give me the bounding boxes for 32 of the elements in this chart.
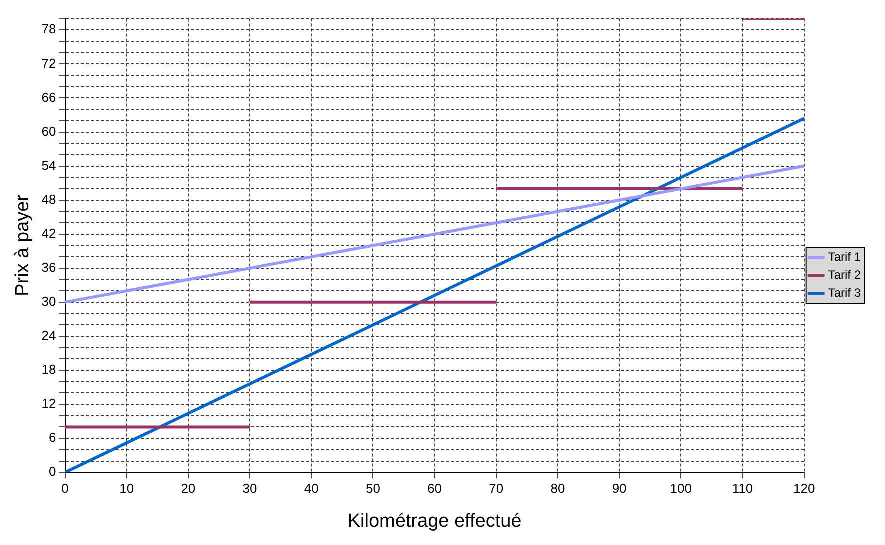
y-tick-label: 24: [42, 328, 56, 344]
y-tick-label: 48: [42, 192, 56, 207]
y-tick-label: 66: [42, 90, 56, 105]
y-tick-label: 12: [42, 396, 56, 412]
y-tick-label: 18: [42, 362, 56, 378]
y-tick-label: 0: [49, 464, 56, 480]
x-tick-label: 0: [62, 480, 69, 496]
y-tick-label: 60: [42, 124, 56, 139]
y-tick-label: 42: [42, 226, 56, 241]
y-tick-label: 72: [42, 56, 56, 71]
x-tick-label: 50: [366, 480, 380, 496]
x-tick-label: 90: [612, 480, 627, 496]
x-tick-label: 10: [120, 480, 134, 496]
x-axis-title: Kilométrage effectué: [348, 510, 522, 532]
y-tick-label: 78: [42, 22, 56, 37]
x-tick-label: 80: [550, 480, 566, 496]
y-tick-label: 30: [42, 294, 56, 310]
y-axis-title: Prix à payer: [12, 194, 34, 296]
legend-label: Tarif 3: [828, 286, 862, 300]
x-tick-label: 100: [670, 480, 692, 496]
y-tick-label: 36: [42, 260, 56, 275]
x-tick-label: 40: [304, 480, 319, 496]
legend-label: Tarif 1: [828, 250, 862, 264]
legend-label: Tarif 2: [828, 268, 862, 282]
x-tick-label: 70: [489, 480, 504, 496]
x-tick-label: 30: [242, 480, 258, 496]
y-tick-label: 6: [49, 430, 56, 446]
x-tick-label: 20: [181, 480, 196, 496]
x-tick-label: 60: [428, 480, 442, 496]
x-tick-label: 110: [732, 480, 754, 496]
y-tick-label: 54: [42, 158, 56, 173]
x-tick-label: 120: [793, 480, 816, 496]
